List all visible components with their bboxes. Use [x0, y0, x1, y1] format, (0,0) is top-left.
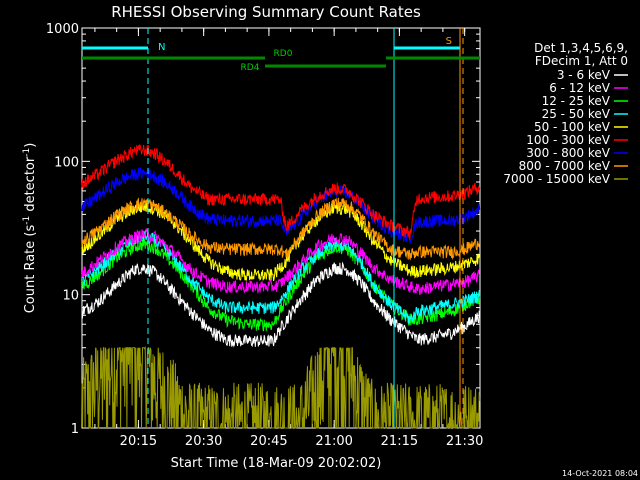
legend-label-3: 25 - 50 keV	[542, 107, 611, 121]
night-label: N	[158, 42, 165, 53]
x-tick-label-20:45: 20:45	[250, 434, 287, 449]
plot-frame	[81, 27, 481, 429]
y-axis-label-end: )	[23, 143, 38, 148]
x-tick-label-21:15: 21:15	[381, 434, 418, 449]
x-tick-label-20:15: 20:15	[120, 434, 157, 449]
legend-label-7: 800 - 7000 keV	[519, 159, 611, 173]
y-axis-label-sup-1: -1	[22, 216, 32, 225]
chart-title: RHESSI Observing Summary Count Rates	[111, 3, 421, 21]
legend-label-0: 3 - 6 keV	[557, 68, 611, 82]
x-axis-label: Start Time (18-Mar-09 20:02:02)	[171, 456, 382, 471]
y-tick-label-1: 1	[71, 422, 79, 437]
rd0-label: RD0	[274, 49, 293, 59]
legend-header-line-2: FDecim 1, Att 0	[535, 54, 628, 68]
legend-label-2: 12 - 25 keV	[542, 94, 611, 108]
y-axis-label: Count Rate (s-1 detector-1)	[22, 143, 38, 314]
series-line-7000-15000keV	[81, 345, 481, 429]
timestamp: 14-Oct-2021 08:04	[562, 469, 638, 478]
y-axis-label-mid: detector	[23, 156, 38, 216]
legend-label-8: 7000 - 15000 keV	[503, 172, 610, 186]
legend-header-line-1: Det 1,3,4,5,6,9,	[534, 41, 628, 55]
legend: Det 1,3,4,5,6,9, FDecim 1, Att 0 3 - 6 k…	[503, 41, 628, 186]
y-tick-label-10: 10	[62, 289, 79, 304]
y-axis-label-main: Count Rate (s	[23, 225, 38, 314]
y-tick-label-100: 100	[54, 155, 79, 170]
x-tick-label-21:30: 21:30	[446, 434, 483, 449]
y-axis-label-sup-2: -1	[22, 148, 32, 157]
rd4-label: RD4	[241, 63, 260, 73]
x-tick-label-20:30: 20:30	[185, 434, 222, 449]
legend-label-1: 6 - 12 keV	[549, 81, 611, 95]
series-line-100-300keV	[81, 144, 481, 240]
legend-label-6: 300 - 800 keV	[526, 146, 610, 160]
legend-label-4: 50 - 100 keV	[534, 120, 611, 134]
x-tick-label-21:00: 21:00	[315, 434, 352, 449]
y-tick-label-1000: 1000	[46, 22, 79, 37]
saa-label: S	[446, 36, 452, 47]
legend-label-5: 100 - 300 keV	[526, 133, 610, 147]
